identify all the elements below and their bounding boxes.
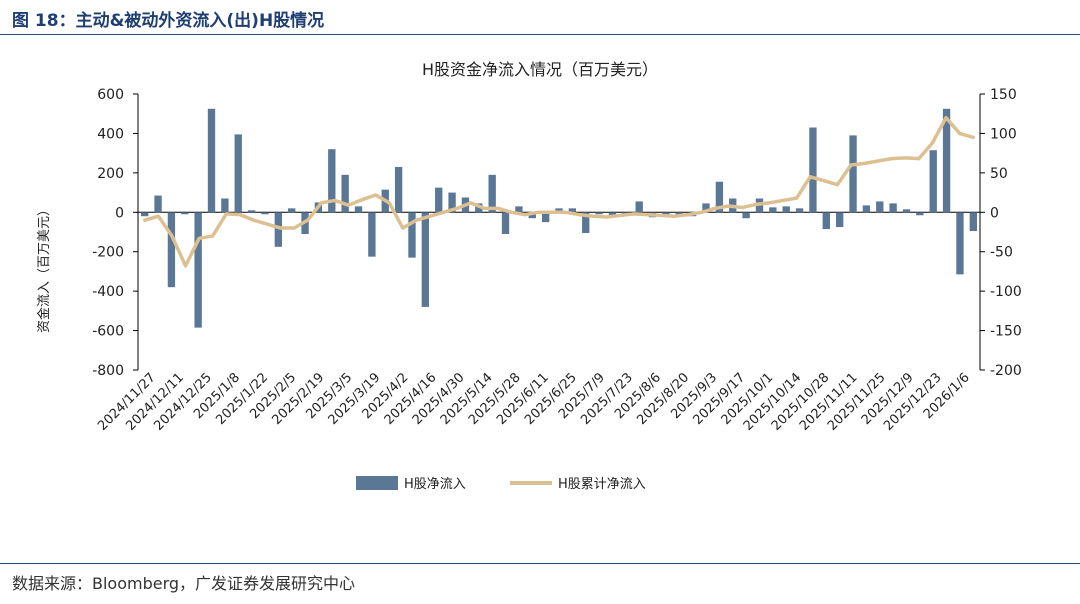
bar: [541, 212, 550, 223]
bar: [862, 205, 871, 213]
bar: [408, 212, 416, 258]
bar: [795, 208, 804, 213]
bar: [742, 212, 750, 219]
bar: [435, 187, 443, 213]
y-axis-label: 资金流入（百万美元）: [36, 203, 52, 333]
bar: [261, 212, 269, 215]
right-y-tick-label: -150: [990, 324, 1022, 340]
cumulative-line: [143, 115, 975, 268]
left-y-tick-label: 600: [97, 87, 124, 103]
bar: [221, 198, 229, 213]
bar: [421, 212, 430, 307]
bar: [942, 108, 951, 213]
bar: [849, 135, 857, 213]
bar: [368, 212, 376, 257]
bar: [528, 212, 536, 219]
figure-title: 图 18：主动&被动外资流入(出)H股情况: [12, 11, 325, 31]
bar: [889, 203, 897, 213]
footer-rule: [0, 563, 1080, 564]
bar: [956, 212, 964, 275]
bar: [595, 212, 603, 215]
bar: [501, 212, 510, 234]
legend: H股净流入 H股累计净流入: [356, 476, 646, 492]
chart-title: H股资金净流入情况（百万美元）: [422, 60, 658, 79]
right-y-tick-label: 50: [990, 166, 1008, 182]
legend-label-bar: H股净流入: [404, 477, 466, 492]
source-note: 数据来源：Bloomberg，广发证券发展研究中心: [12, 574, 356, 593]
bar: [515, 206, 523, 213]
bar: [328, 149, 336, 213]
left-y-tick-label: 0: [115, 205, 124, 221]
line-series-layer: [143, 115, 975, 268]
bar: [568, 208, 577, 213]
bar: [555, 208, 563, 213]
left-y-tick-label: -600: [92, 324, 124, 340]
bar: [969, 212, 977, 232]
bar: [715, 181, 724, 213]
bar: [247, 210, 256, 213]
left-y-tick-label: 200: [97, 166, 124, 182]
legend-label-line: H股累计净流入: [558, 477, 646, 492]
left-y-tick-label: -400: [92, 284, 124, 300]
bar: [341, 174, 349, 213]
bar: [274, 212, 283, 247]
chart: H股资金净流入情况（百万美元） 资金流入（百万美元） -800-600-400-…: [36, 60, 1022, 492]
bar: [635, 201, 643, 213]
bar: [608, 212, 617, 217]
bar: [394, 166, 403, 213]
bar: [876, 201, 884, 213]
bar: [769, 207, 777, 213]
bar: [782, 206, 790, 213]
bar: [354, 206, 363, 213]
bar: [234, 134, 242, 213]
bar: [822, 212, 830, 230]
bar: [835, 212, 844, 228]
bar: [194, 212, 202, 328]
bar: [809, 127, 817, 213]
bar: [288, 208, 296, 213]
legend-swatch-bar: [356, 476, 398, 490]
bar: [167, 212, 176, 288]
bar: [181, 212, 189, 215]
left-y-tick-label: -200: [92, 245, 124, 261]
bar: [916, 212, 924, 216]
axes: -800 -600 -400 -200 0 200 400 600 -200 -150 -100 -5…: [92, 87, 1022, 434]
bar-series: [141, 108, 977, 328]
bar: [141, 212, 149, 217]
right-y-tick-label: -200: [990, 363, 1022, 379]
left-y-tick-label: -800: [92, 363, 124, 379]
bar: [207, 108, 216, 213]
left-y-tick-label: 400: [97, 126, 124, 142]
figure-header: 图 18：主动&被动外资流入(出)H股情况: [0, 0, 1080, 35]
bar: [448, 192, 456, 213]
bar: [154, 195, 162, 213]
bar: [902, 209, 911, 213]
bar: [702, 203, 710, 213]
right-y-tick-label: 100: [990, 126, 1017, 142]
right-y-tick-label: 150: [990, 87, 1017, 103]
bar: [929, 150, 937, 213]
right-y-tick-label: -50: [990, 245, 1013, 261]
right-y-tick-label: 0: [990, 205, 999, 221]
right-y-tick-label: -100: [990, 284, 1022, 300]
bar: [582, 212, 590, 233]
bar: [488, 174, 496, 213]
